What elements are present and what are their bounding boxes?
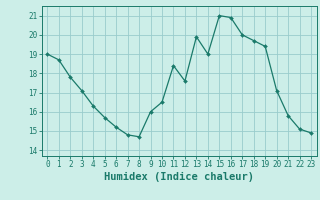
X-axis label: Humidex (Indice chaleur): Humidex (Indice chaleur)	[104, 172, 254, 182]
